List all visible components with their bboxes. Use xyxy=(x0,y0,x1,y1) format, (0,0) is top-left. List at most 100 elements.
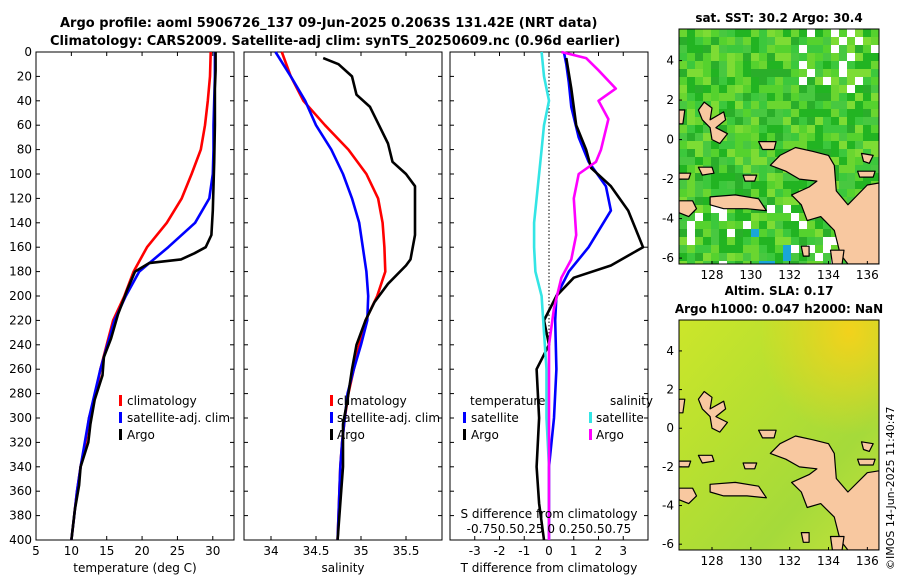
sst-cell xyxy=(791,133,800,142)
sst-cell xyxy=(839,261,848,264)
sst-cell xyxy=(735,93,744,102)
series-line-s-satellite xyxy=(532,51,551,540)
legend-swatch-t-satellite xyxy=(463,412,466,423)
sst-cell xyxy=(791,117,800,126)
sst-cell xyxy=(847,45,856,54)
sst-cell xyxy=(871,29,879,38)
sst-cell xyxy=(799,117,808,126)
sst-cell xyxy=(711,101,720,110)
sst-cell xyxy=(847,109,856,118)
difference-legend: temperature satellite Argo salinity sate… xyxy=(463,394,653,442)
sst-cell xyxy=(679,189,688,198)
sst-cell xyxy=(783,205,792,214)
sst-cell xyxy=(727,109,736,118)
lon-tick-label: 128 xyxy=(701,268,724,282)
sla-map-title-line2: Argo h1000: 0.047 h2000: NaN xyxy=(675,302,883,316)
legend-label-satellite: satellite-adj. clim xyxy=(127,411,230,425)
sst-cell xyxy=(695,221,704,230)
sst-cell xyxy=(711,221,720,230)
sst-cell xyxy=(815,69,824,78)
sst-cell xyxy=(847,37,856,46)
sst-cell xyxy=(775,245,784,254)
sst-cell xyxy=(831,157,840,166)
sst-cell xyxy=(775,189,784,198)
legend-title-temperature: temperature xyxy=(470,394,545,408)
sst-cell xyxy=(783,221,792,230)
sst-cell xyxy=(743,61,752,70)
sst-cell xyxy=(751,221,760,230)
sst-cell xyxy=(863,117,872,126)
sst-cell xyxy=(863,61,872,70)
sst-cell xyxy=(783,237,792,246)
sst-cell xyxy=(679,29,688,38)
sst-cell xyxy=(807,29,816,38)
sst-cell xyxy=(855,93,864,102)
sst-cell xyxy=(695,181,704,190)
temperature-legend: climatology satellite-adj. clim Argo xyxy=(119,394,230,442)
sst-cell xyxy=(727,93,736,102)
sst-cell xyxy=(815,125,824,134)
legend-swatch-climatology xyxy=(330,395,333,406)
sst-cell xyxy=(759,189,768,198)
sst-cell xyxy=(751,109,760,118)
sst-cell xyxy=(799,61,808,70)
sst-cell xyxy=(807,133,816,142)
sst-cell xyxy=(783,245,792,254)
sst-cell xyxy=(695,77,704,86)
sst-cell xyxy=(847,125,856,134)
legend-swatch-climatology xyxy=(119,395,122,406)
sst-cell xyxy=(847,61,856,70)
sst-cell xyxy=(823,37,832,46)
legend-swatch-s-argo xyxy=(589,429,592,440)
land-polygon xyxy=(697,101,729,145)
land-polygon xyxy=(800,531,810,543)
sst-cell xyxy=(703,125,712,134)
sst-cell xyxy=(719,237,728,246)
legend-title-salinity: salinity xyxy=(610,394,653,408)
sst-cell xyxy=(711,181,720,190)
sst-cell xyxy=(687,261,696,264)
x-tick-label: 5 xyxy=(32,544,40,558)
lat-tick-label: -2 xyxy=(662,172,674,186)
sst-cell xyxy=(751,93,760,102)
sst-cell xyxy=(807,253,816,262)
y-tick-label: 280 xyxy=(9,387,32,401)
sst-cell xyxy=(751,229,760,238)
sst-cell xyxy=(783,53,792,62)
sst-cell xyxy=(775,237,784,246)
sst-cell xyxy=(743,53,752,62)
sst-cell xyxy=(695,261,704,264)
sst-cell xyxy=(695,149,704,158)
sst-cell xyxy=(711,93,720,102)
sst-cell xyxy=(847,117,856,126)
sst-cell xyxy=(767,205,776,214)
sst-cell xyxy=(711,61,720,70)
sst-cell xyxy=(783,45,792,54)
sst-cell xyxy=(735,109,744,118)
x-tick-label: 1 xyxy=(570,544,578,558)
sst-cell xyxy=(759,37,768,46)
series-line-satellite-adj-clim xyxy=(274,51,370,541)
sst-cell xyxy=(767,101,776,110)
sst-cell xyxy=(863,37,872,46)
sst-cell xyxy=(767,237,776,246)
sst-cell xyxy=(831,245,840,254)
sst-cell xyxy=(727,245,736,254)
sst-cell xyxy=(711,245,720,254)
sst-cell xyxy=(815,141,824,150)
legend-label-climatology: climatology xyxy=(127,394,197,408)
sst-cell xyxy=(871,125,879,134)
sst-cell xyxy=(831,141,840,150)
sst-cell xyxy=(823,237,832,246)
sst-cell xyxy=(711,85,720,94)
sst-cell xyxy=(815,101,824,110)
sst-cell xyxy=(871,77,879,86)
legend-swatch-argo xyxy=(119,429,122,440)
sst-cell xyxy=(791,261,800,264)
sst-cell xyxy=(735,253,744,262)
sst-cell xyxy=(791,197,800,206)
sst-cell xyxy=(791,77,800,86)
sst-cell xyxy=(695,141,704,150)
sst-cell xyxy=(871,165,879,174)
sst-cell xyxy=(831,149,840,158)
